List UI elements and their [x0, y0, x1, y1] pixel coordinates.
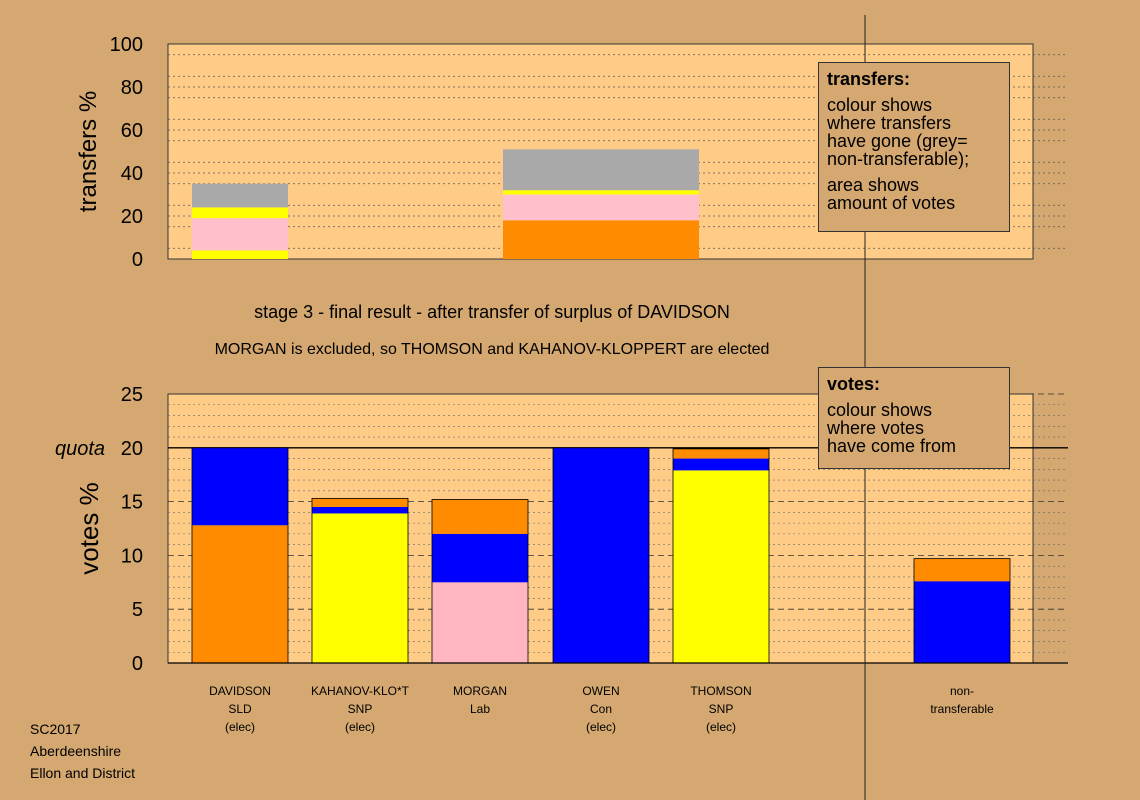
votes-tick-label: 20 [121, 438, 143, 460]
votes-bar-segment [432, 582, 528, 663]
votes-legend: votes: colour shows where votes have com… [818, 367, 1010, 469]
candidate-label: SLD [228, 702, 252, 716]
footer-election: SC2017 [30, 721, 81, 737]
votes-legend-line: have come from [827, 436, 957, 456]
candidate-label: Lab [470, 702, 490, 716]
candidate-label: (elec) [345, 720, 375, 734]
footer-ward: Ellon and District [30, 765, 136, 781]
footer-council: Aberdeenshire [30, 743, 122, 759]
transfers-legend-title: transfers: [827, 69, 911, 89]
votes-bar-segment [553, 447, 649, 663]
transfers-tick-label: 0 [132, 249, 143, 271]
transfers-y-axis-label: transfers % [75, 91, 102, 212]
votes-bar-segment [673, 448, 769, 459]
transfers-legend-line: amount of votes [827, 193, 956, 213]
votes-bar-segment [432, 533, 528, 583]
votes-tick-label: 15 [121, 492, 143, 514]
candidate-label: MORGAN [453, 684, 507, 698]
candidate-label: SNP [348, 702, 373, 716]
votes-tick-label: 10 [121, 545, 143, 567]
transfers-tick-label: 60 [121, 120, 143, 142]
result-summary: MORGAN is excluded, so THOMSON and KAHAN… [215, 341, 770, 358]
votes-bar-segment [673, 470, 769, 663]
transfers-legend-line: have gone (grey= [827, 131, 968, 151]
transfers-legend: transfers: colour shows where transfers … [818, 62, 1010, 232]
candidate-label: transferable [930, 702, 994, 716]
footer-info: SC2017 Aberdeenshire Ellon and District [30, 718, 135, 784]
transfers-legend-line: where transfers [827, 113, 952, 133]
transfers-bar-segment [503, 194, 699, 221]
transfers-bar-segment [192, 207, 288, 219]
candidate-label: Con [590, 702, 612, 716]
votes-bar-segment [432, 499, 528, 534]
transfers-legend-line: non-transferable); [827, 149, 970, 169]
candidate-label: OWEN [582, 684, 619, 698]
votes-bar-segment [312, 513, 408, 663]
votes-tick-label: 0 [132, 653, 143, 675]
votes-bar-segment [914, 558, 1010, 582]
votes-bar-segment [914, 581, 1010, 663]
transfers-bar-segment [503, 190, 699, 195]
candidate-label: DAVIDSON [209, 684, 271, 698]
votes-legend-line: colour shows [827, 400, 933, 420]
candidate-label: (elec) [586, 720, 616, 734]
votes-legend-line: where votes [827, 418, 925, 438]
candidate-label: (elec) [225, 720, 255, 734]
votes-tick-label: 5 [132, 599, 143, 621]
candidate-label: non- [950, 684, 974, 698]
votes-tick-label: 25 [121, 384, 143, 406]
transfers-tick-label: 100 [110, 34, 143, 56]
transfers-legend-line: colour shows [827, 95, 933, 115]
stage-heading: stage 3 - final result - after transfer … [254, 302, 730, 322]
votes-bar-segment [192, 447, 288, 526]
quota-label: quota [55, 438, 105, 460]
votes-y-axis-label: votes % [74, 482, 104, 575]
votes-legend-title: votes: [827, 374, 881, 394]
transfers-tick-label: 40 [121, 163, 143, 185]
votes-bar-segment [312, 498, 408, 507]
candidate-label: THOMSON [690, 684, 751, 698]
candidate-label: SNP [709, 702, 734, 716]
transfers-bar-segment [192, 218, 288, 251]
transfers-tick-label: 80 [121, 77, 143, 99]
candidate-label: KAHANOV-KLO*T [311, 684, 410, 698]
candidate-label: (elec) [706, 720, 736, 734]
votes-bar-segment [312, 506, 408, 514]
transfers-bar-segment [503, 149, 699, 191]
transfers-bar-segment [192, 250, 288, 259]
transfers-legend-line: area shows [827, 175, 920, 195]
transfers-tick-label: 20 [121, 206, 143, 228]
transfers-bar-segment [503, 220, 699, 259]
votes-bar-segment [192, 525, 288, 663]
transfers-bar-segment [192, 183, 288, 208]
votes-bar-segment [673, 458, 769, 471]
